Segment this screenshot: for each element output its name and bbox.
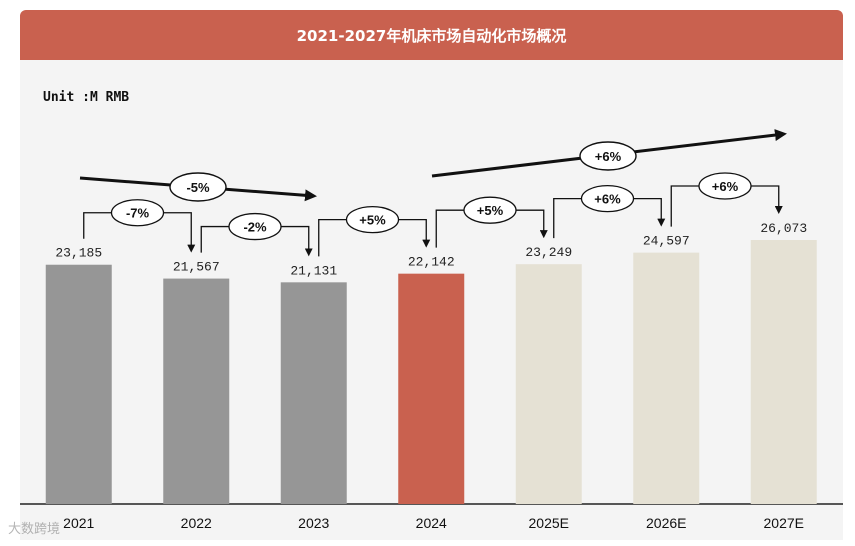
unit-label: Unit :M RMB — [43, 90, 130, 105]
yoy-bubble-4 — [463, 196, 517, 224]
yoy-label-2: -2% — [243, 220, 267, 235]
trend-bubble-1 — [169, 172, 227, 202]
yoy-label-5: +6% — [594, 192, 621, 207]
tick-label-2025E: 2025E — [529, 515, 569, 531]
yoy-bubble-1 — [110, 199, 165, 227]
chart-title-banner: 2021-2027年机床市场自动化市场概况 — [20, 10, 843, 60]
tick-label-2026E: 2026E — [646, 515, 686, 531]
yoy-bubble-3 — [345, 206, 400, 234]
bar-2021 — [45, 264, 112, 504]
bar-2024 — [398, 273, 465, 504]
bar-2027E — [750, 240, 817, 504]
value-label-2021: 23,185 — [55, 246, 102, 261]
value-label-2023: 21,131 — [290, 263, 337, 278]
yoy-label-4: +5% — [477, 203, 504, 218]
trend-label-1: -5% — [186, 180, 210, 195]
yoy-label-1: -7% — [126, 206, 150, 221]
trend-bubble-2 — [579, 141, 637, 171]
watermark-text: 大数跨境 — [8, 522, 61, 537]
yoy-label-6: +6% — [712, 179, 739, 194]
tick-label-2027E: 2027E — [764, 515, 804, 531]
value-label-2022: 21,567 — [173, 260, 220, 275]
yoy-label-3: +5% — [359, 213, 386, 228]
chart-title: 2021-2027年机床市场自动化市场概况 — [296, 26, 567, 45]
tick-label-2023: 2023 — [298, 515, 329, 531]
value-label-2024: 22,142 — [408, 255, 455, 270]
bar-2022 — [163, 278, 230, 504]
value-label-2026E: 24,597 — [643, 234, 690, 249]
value-label-2025E: 23,249 — [525, 245, 572, 260]
yoy-bubble-5 — [580, 184, 635, 213]
yoy-bubble-6 — [698, 172, 752, 200]
value-label-2027E: 26,073 — [760, 221, 807, 236]
tick-label-2024: 2024 — [416, 515, 447, 531]
bar-2025E — [515, 264, 582, 504]
trend-label-2: +6% — [595, 149, 622, 164]
yoy-bubble-2 — [228, 212, 282, 241]
bar-2023 — [280, 282, 347, 504]
tick-label-2022: 2022 — [181, 515, 212, 531]
bar-2026E — [633, 252, 700, 504]
tick-label-2021: 2021 — [63, 515, 94, 531]
